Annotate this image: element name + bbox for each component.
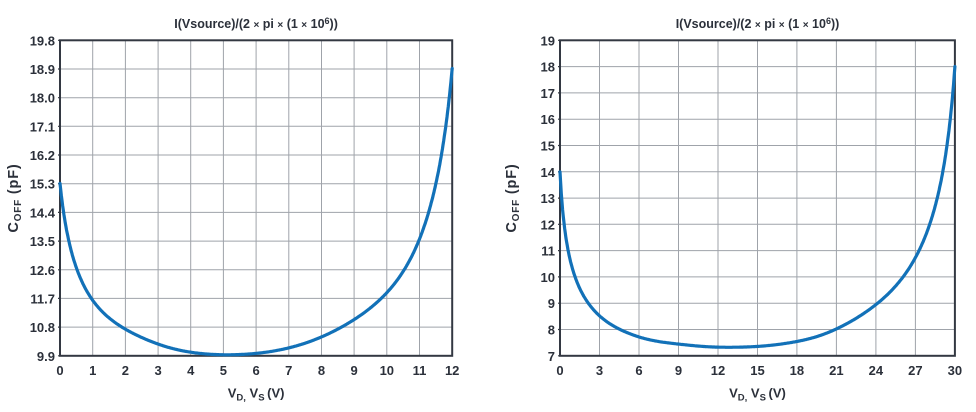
svg-text:8: 8 (548, 323, 555, 338)
svg-text:4: 4 (187, 363, 195, 378)
svg-text:COFF (pF): COFF (pF) (504, 164, 522, 233)
svg-text:10: 10 (541, 270, 555, 285)
svg-text:16.2: 16.2 (30, 148, 55, 163)
svg-text:12: 12 (541, 217, 555, 232)
svg-text:19: 19 (541, 33, 555, 48)
svg-text:16: 16 (541, 112, 555, 127)
svg-text:24: 24 (869, 363, 884, 378)
svg-text:12.6: 12.6 (30, 263, 55, 278)
svg-text:14.4: 14.4 (30, 205, 56, 220)
svg-text:17.1: 17.1 (30, 119, 55, 134)
svg-text:5: 5 (220, 363, 227, 378)
svg-text:21: 21 (829, 363, 843, 378)
svg-text:18: 18 (790, 363, 804, 378)
svg-text:I(Vsource)/(2 × pi × (1 × 106): I(Vsource)/(2 × pi × (1 × 106)) (676, 16, 840, 31)
svg-text:14: 14 (541, 165, 556, 180)
svg-text:0: 0 (56, 363, 63, 378)
svg-text:19.8: 19.8 (30, 33, 55, 48)
svg-text:18.0: 18.0 (30, 91, 55, 106)
svg-text:17: 17 (541, 86, 555, 101)
svg-text:I(Vsource)/(2 × pi × (1 × 106): I(Vsource)/(2 × pi × (1 × 106)) (174, 16, 338, 31)
svg-text:6: 6 (635, 363, 642, 378)
svg-text:9: 9 (548, 296, 555, 311)
svg-text:3: 3 (596, 363, 603, 378)
svg-text:1: 1 (89, 363, 96, 378)
svg-text:9.9: 9.9 (37, 349, 55, 364)
svg-text:30: 30 (948, 363, 962, 378)
svg-text:11: 11 (413, 363, 427, 378)
svg-text:18.9: 18.9 (30, 62, 55, 77)
svg-text:8: 8 (318, 363, 325, 378)
svg-text:3: 3 (154, 363, 161, 378)
svg-text:6: 6 (252, 363, 259, 378)
svg-text:10: 10 (380, 363, 394, 378)
svg-text:7: 7 (548, 349, 555, 364)
svg-text:15: 15 (541, 139, 555, 154)
svg-text:27: 27 (908, 363, 922, 378)
svg-text:10.8: 10.8 (30, 320, 55, 335)
svg-text:2: 2 (122, 363, 129, 378)
svg-text:12: 12 (711, 363, 725, 378)
svg-text:11: 11 (541, 244, 555, 259)
svg-text:11.7: 11.7 (30, 291, 55, 306)
svg-text:12: 12 (445, 363, 459, 378)
svg-text:0: 0 (556, 363, 563, 378)
svg-text:13.5: 13.5 (30, 234, 55, 249)
svg-text:COFF (pF): COFF (pF) (6, 164, 24, 233)
svg-text:7: 7 (285, 363, 292, 378)
svg-text:18: 18 (541, 60, 555, 75)
svg-text:15: 15 (750, 363, 764, 378)
svg-text:15.3: 15.3 (30, 177, 55, 192)
svg-text:13: 13 (541, 191, 555, 206)
svg-text:9: 9 (350, 363, 357, 378)
svg-text:9: 9 (675, 363, 682, 378)
